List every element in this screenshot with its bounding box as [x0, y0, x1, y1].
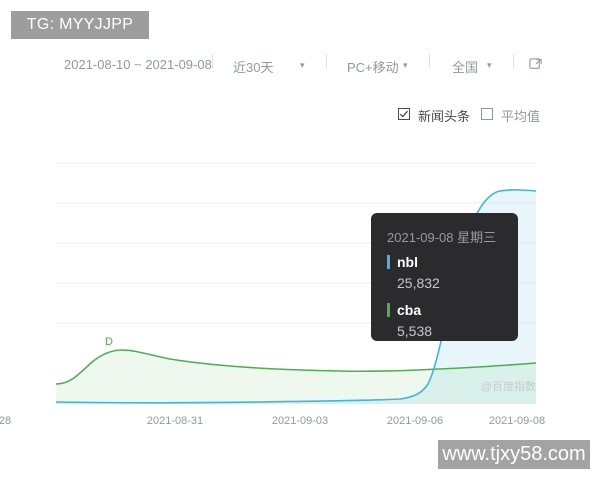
svg-text:@百度指数: @百度指数: [481, 379, 536, 393]
svg-text:2021-09-08: 2021-09-08: [489, 415, 545, 427]
svg-text:2021-09-03: 2021-09-03: [272, 415, 328, 427]
svg-text:2021-09-06: 2021-09-06: [387, 415, 443, 427]
svg-text:28: 28: [0, 415, 11, 427]
svg-text:2021-08-31: 2021-08-31: [147, 415, 203, 427]
svg-text:D: D: [105, 336, 113, 348]
